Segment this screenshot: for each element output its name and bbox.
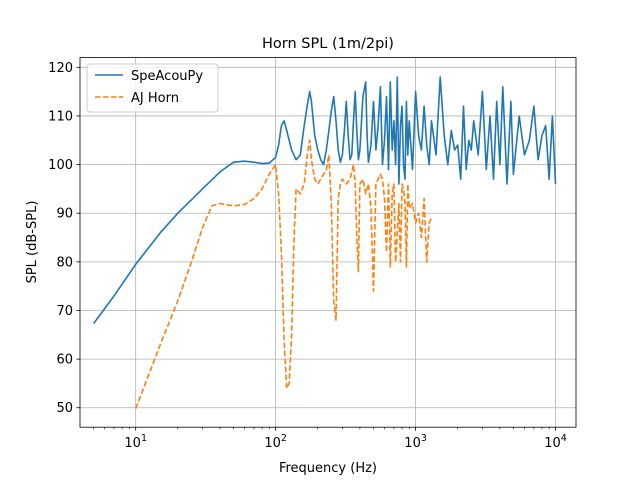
legend-label-speacoupy: SpeAcouPy <box>131 69 203 84</box>
ticks <box>76 66 556 431</box>
y-tick-label: 110 <box>48 109 73 124</box>
series-line-aj-horn <box>134 139 433 409</box>
legend-box <box>86 63 219 113</box>
x-axis-label: Frequency (Hz) <box>279 461 377 476</box>
tick-labels: 101 102 103 104 50 60 70 80 90 100 110 120 <box>48 61 567 451</box>
x-tick-label: 101 <box>124 433 147 451</box>
y-tick-label: 70 <box>56 304 73 319</box>
y-tick-label: 50 <box>56 401 73 416</box>
series-line-speacoupy <box>92 76 557 325</box>
y-tick-label: 90 <box>56 207 73 222</box>
series-group <box>92 76 557 409</box>
x-tick-label: 102 <box>264 433 287 451</box>
y-tick-label: 120 <box>48 61 73 76</box>
y-axis-label: SPL (dB-SPL) <box>25 201 40 284</box>
plot-frame <box>79 57 577 428</box>
y-tick-label: 100 <box>48 158 73 173</box>
x-tick-label: 104 <box>544 433 567 451</box>
legend: SpeAcouPy AJ Horn <box>86 63 219 113</box>
y-tick-label: 80 <box>56 255 73 270</box>
y-tick-label: 60 <box>56 353 73 368</box>
legend-label-aj-horn: AJ Horn <box>131 91 179 106</box>
chart-title: Horn SPL (1m/2pi) <box>262 36 394 52</box>
x-tick-label: 103 <box>404 433 427 451</box>
